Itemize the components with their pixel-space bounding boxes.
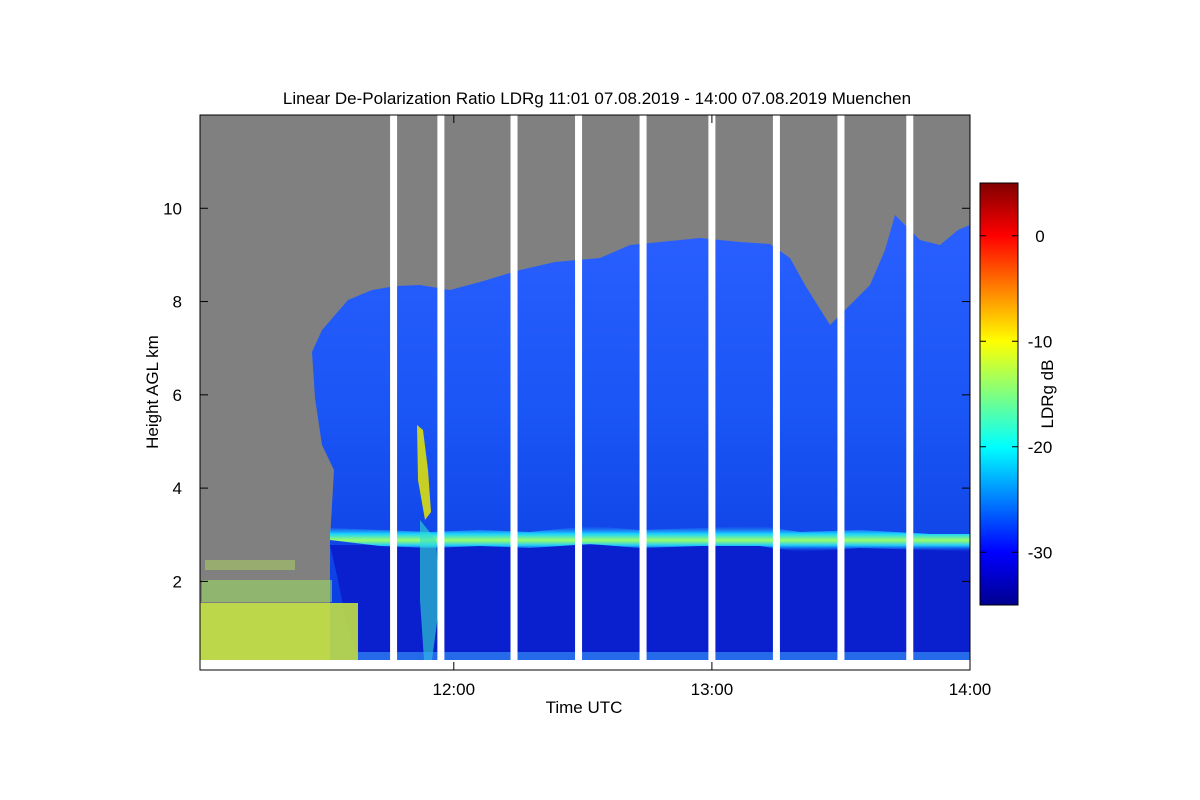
surface-noise-region: [202, 580, 332, 602]
plot-area: [200, 115, 970, 670]
lowest-gate-gap: [200, 660, 970, 670]
x-tick-label: 13:00: [691, 680, 734, 699]
colorbar-label: LDRg dB: [1038, 360, 1057, 429]
surface-noise-region: [200, 603, 358, 660]
y-tick-label: 8: [173, 293, 182, 312]
data-gap: [390, 115, 398, 660]
surface-noise-region: [200, 603, 358, 660]
x-tick-label: 14:00: [949, 680, 992, 699]
data-gap: [837, 115, 845, 660]
plot-frame: [199, 114, 971, 671]
x-axis-label: Time UTC: [546, 698, 623, 717]
turbulence-feature: [420, 520, 440, 660]
data-gap: [575, 115, 583, 660]
data-gap: [510, 115, 518, 660]
colorbar-tick-label: -30: [1028, 543, 1053, 562]
melting-layer-band: [330, 526, 970, 552]
y-axis-label: Height AGL km: [143, 335, 162, 449]
data-gap: [639, 115, 647, 660]
data-gap: [437, 115, 445, 660]
data-gap: [906, 115, 914, 660]
colorbar: [979, 182, 1019, 606]
y-tick-label: 2: [173, 572, 182, 591]
y-tick-label: 6: [173, 386, 182, 405]
y-tick-label: 10: [163, 199, 182, 218]
colorbar-tick-label: -10: [1028, 332, 1053, 351]
x-tick-label: 12:00: [433, 680, 476, 699]
near-surface-band: [358, 652, 970, 660]
colorbar-tick-label: -20: [1028, 438, 1053, 457]
surface-noise-region: [205, 560, 295, 570]
y-tick-label: 4: [173, 479, 182, 498]
data-gap: [772, 115, 780, 660]
data-gap: [708, 115, 716, 660]
turbulence-feature: [417, 425, 431, 520]
chart-title: Linear De-Polarization Ratio LDRg 11:01 …: [283, 89, 911, 108]
colorbar-tick-label: 0: [1035, 227, 1044, 246]
rain-region: [330, 545, 970, 660]
